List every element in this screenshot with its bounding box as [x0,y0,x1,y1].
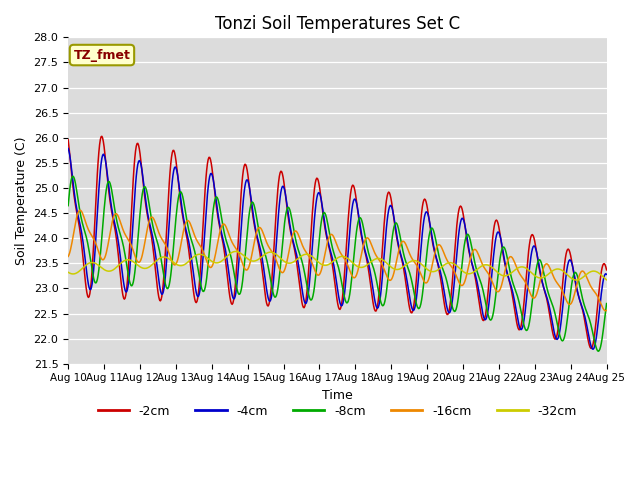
Line: -32cm: -32cm [68,252,607,280]
-4cm [419,230,426,236]
-2cm [587,346,595,351]
Legend: -2cm, -4cm, -8cm, -16cm, -32cm: -2cm, -4cm, -8cm, -16cm, -32cm [93,400,582,423]
-8cm [64,203,72,208]
-8cm [595,348,602,354]
-8cm [185,227,193,233]
-2cm [64,137,72,143]
-16cm [130,250,138,256]
-8cm [213,194,221,200]
-4cm [603,272,611,277]
-32cm [404,261,412,266]
-32cm [232,249,240,254]
-4cm [129,214,137,220]
-16cm [404,245,412,251]
-4cm [589,347,597,352]
-16cm [213,242,221,248]
-4cm [403,276,410,281]
Y-axis label: Soil Temperature (C): Soil Temperature (C) [15,136,28,265]
-32cm [419,263,427,269]
-32cm [212,260,220,266]
Line: -16cm: -16cm [68,210,607,311]
-2cm [419,200,427,205]
-32cm [64,269,72,275]
-32cm [129,259,137,264]
-2cm [98,133,106,139]
-8cm [130,275,138,281]
-2cm [130,164,138,170]
-16cm [76,207,84,213]
-16cm [419,277,427,283]
-2cm [213,209,221,215]
-2cm [404,291,412,297]
-32cm [603,277,611,283]
-8cm [419,286,427,292]
-4cm [64,145,72,151]
-32cm [573,277,580,283]
-2cm [185,247,193,253]
Line: -2cm: -2cm [68,136,607,348]
-2cm [74,216,82,221]
-4cm [184,235,192,241]
Line: -8cm: -8cm [68,176,607,351]
X-axis label: Time: Time [322,389,353,402]
Line: -4cm: -4cm [68,148,607,349]
-8cm [69,173,77,179]
-8cm [75,201,83,206]
Title: Tonzi Soil Temperatures Set C: Tonzi Soil Temperatures Set C [215,15,460,33]
-8cm [404,264,412,269]
-8cm [603,300,611,306]
-16cm [74,210,82,216]
-16cm [603,308,611,313]
-2cm [603,267,611,273]
-4cm [212,200,220,205]
Text: TZ_fmet: TZ_fmet [74,48,131,61]
-32cm [74,269,82,275]
-4cm [74,212,82,217]
-16cm [602,308,610,313]
-32cm [184,259,192,265]
-16cm [185,218,193,224]
-16cm [64,253,72,259]
